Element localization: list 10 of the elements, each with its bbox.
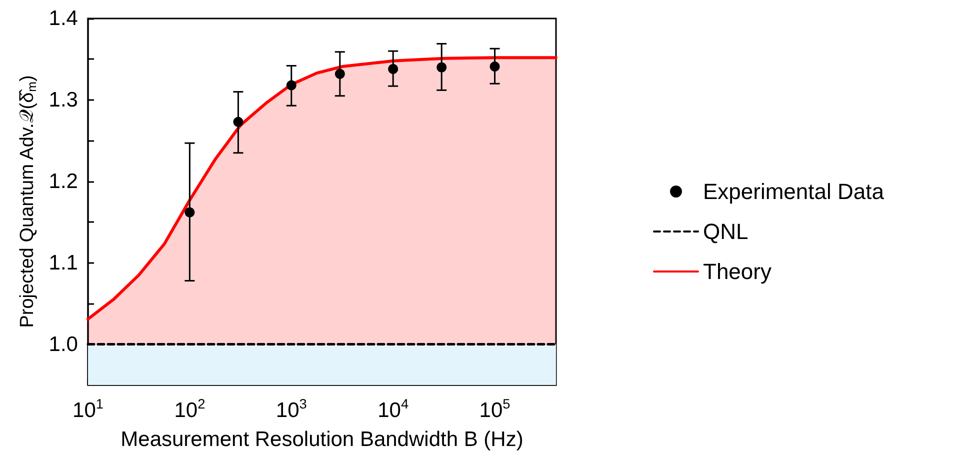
y-tick-label: 1.3 (48, 88, 78, 112)
legend-label: Experimental Data (703, 179, 885, 204)
legend-label: QNL (703, 219, 748, 244)
y-tick-label: 1.0 (48, 332, 78, 356)
x-axis-title: Measurement Resolution Bandwidth B (Hz) (120, 428, 524, 451)
y-axis-title: Projected Quantum Adv.𝒬(δ̂m) (16, 75, 39, 328)
y-tick-label: 1.1 (48, 251, 78, 274)
y-tick-label: 1.2 (48, 170, 78, 193)
y-tick-label: 1.4 (48, 7, 78, 30)
legend-label: Theory (703, 259, 772, 284)
